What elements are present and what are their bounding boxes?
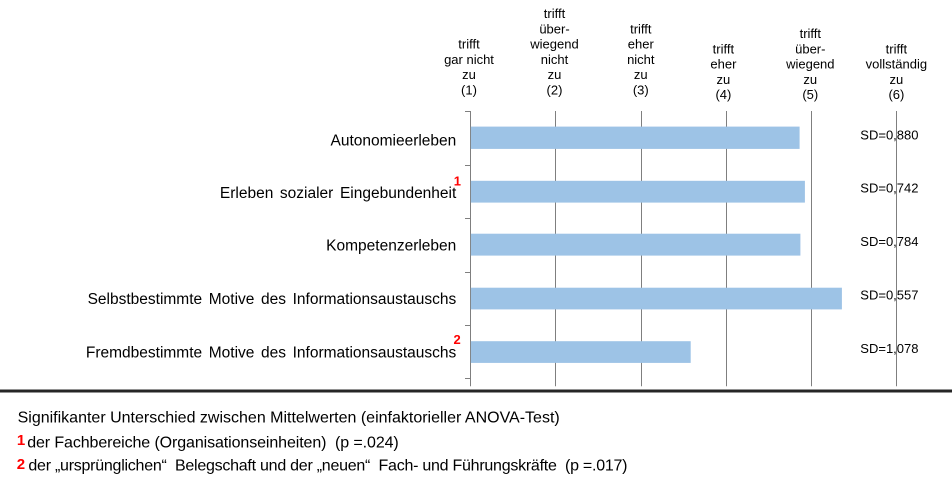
- svg-text:trifft: trifft: [886, 41, 908, 56]
- svg-text:SD=0,784: SD=0,784: [860, 234, 918, 249]
- svg-text:1: 1: [454, 173, 461, 188]
- svg-text:Kompetenzerleben: Kompetenzerleben: [326, 237, 456, 254]
- svg-text:trifft: trifft: [458, 37, 480, 52]
- svg-text:2: 2: [17, 456, 25, 473]
- svg-text:zu: zu: [634, 67, 648, 82]
- svg-text:SD=0,557: SD=0,557: [860, 288, 918, 303]
- svg-text:Autonomieerleben: Autonomieerleben: [330, 133, 456, 150]
- svg-text:der „ursprünglichen“ Belegsch: der „ursprünglichen“ Belegschaft und der…: [28, 457, 627, 474]
- svg-text:wiegend: wiegend: [529, 37, 578, 52]
- svg-text:zu: zu: [803, 72, 817, 87]
- svg-text:(1): (1): [461, 83, 477, 98]
- svg-text:trifft: trifft: [630, 21, 652, 36]
- svg-text:trifft: trifft: [800, 26, 822, 41]
- svg-text:nicht: nicht: [541, 52, 569, 67]
- svg-text:trifft: trifft: [713, 41, 735, 56]
- svg-text:Selbstbestimmte Motive des Inf: Selbstbestimmte Motive des Informationsa…: [88, 291, 457, 308]
- svg-text:gar nicht: gar nicht: [444, 52, 494, 67]
- svg-text:(2): (2): [547, 83, 563, 98]
- svg-text:zu: zu: [717, 72, 731, 87]
- svg-text:wiegend: wiegend: [785, 57, 834, 72]
- svg-text:SD=1,078: SD=1,078: [860, 341, 918, 356]
- svg-text:trifft: trifft: [544, 6, 566, 21]
- svg-text:zu: zu: [462, 67, 476, 82]
- svg-text:1: 1: [17, 432, 25, 449]
- svg-text:(4): (4): [715, 87, 731, 102]
- svg-text:Erleben sozialer Eingebundenhe: Erleben sozialer Eingebundenheit: [220, 185, 457, 202]
- svg-text:eher: eher: [628, 37, 655, 52]
- svg-text:SD=0,742: SD=0,742: [860, 181, 918, 196]
- svg-text:2: 2: [454, 332, 461, 347]
- svg-text:Signifikanter Unterschied zwis: Signifikanter Unterschied zwischen Mitte…: [18, 409, 560, 426]
- svg-text:Fremdbestimmte Motive des Info: Fremdbestimmte Motive des Informationsau…: [86, 345, 457, 362]
- svg-text:(6): (6): [888, 87, 904, 102]
- svg-text:nicht: nicht: [627, 52, 655, 67]
- svg-text:(3): (3): [633, 83, 649, 98]
- svg-text:zu: zu: [548, 67, 562, 82]
- svg-text:zu: zu: [890, 72, 904, 87]
- svg-text:vollständig: vollständig: [866, 57, 927, 72]
- svg-text:SD=0,880: SD=0,880: [860, 127, 918, 142]
- svg-text:über-: über-: [795, 41, 825, 56]
- svg-text:über-: über-: [539, 21, 569, 36]
- svg-text:eher: eher: [710, 57, 737, 72]
- svg-text:(5): (5): [802, 87, 818, 102]
- svg-text:der Fachbereiche (Organisation: der Fachbereiche (Organisationseinheiten…: [27, 435, 398, 452]
